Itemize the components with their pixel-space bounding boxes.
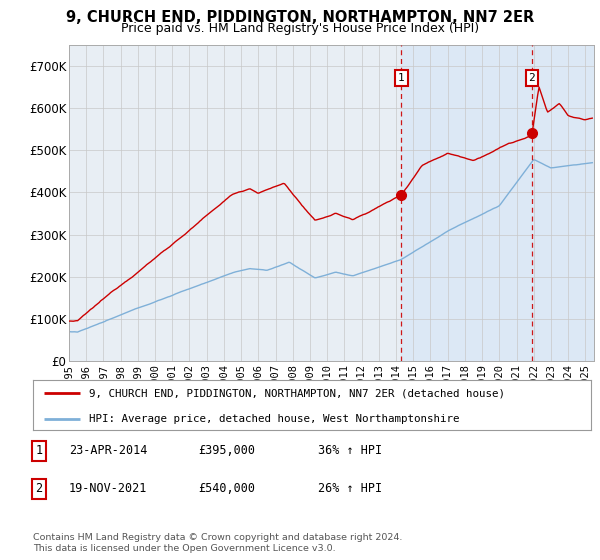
Bar	[401, 45, 532, 361]
Text: 1: 1	[398, 73, 405, 83]
Text: 19-NOV-2021: 19-NOV-2021	[69, 482, 148, 496]
Text: HPI: Average price, detached house, West Northamptonshire: HPI: Average price, detached house, West…	[89, 414, 460, 424]
Text: 26% ↑ HPI: 26% ↑ HPI	[318, 482, 382, 496]
Text: 23-APR-2014: 23-APR-2014	[69, 444, 148, 458]
Bar	[532, 45, 600, 361]
Text: Price paid vs. HM Land Registry's House Price Index (HPI): Price paid vs. HM Land Registry's House …	[121, 22, 479, 35]
Text: £395,000: £395,000	[198, 444, 255, 458]
Text: 1: 1	[35, 444, 43, 458]
Text: 9, CHURCH END, PIDDINGTON, NORTHAMPTON, NN7 2ER (detached house): 9, CHURCH END, PIDDINGTON, NORTHAMPTON, …	[89, 388, 505, 398]
Text: 36% ↑ HPI: 36% ↑ HPI	[318, 444, 382, 458]
Text: £540,000: £540,000	[198, 482, 255, 496]
Text: 2: 2	[35, 482, 43, 496]
Text: 9, CHURCH END, PIDDINGTON, NORTHAMPTON, NN7 2ER: 9, CHURCH END, PIDDINGTON, NORTHAMPTON, …	[66, 10, 534, 25]
Text: 2: 2	[529, 73, 535, 83]
Text: Contains HM Land Registry data © Crown copyright and database right 2024.
This d: Contains HM Land Registry data © Crown c…	[33, 533, 403, 553]
